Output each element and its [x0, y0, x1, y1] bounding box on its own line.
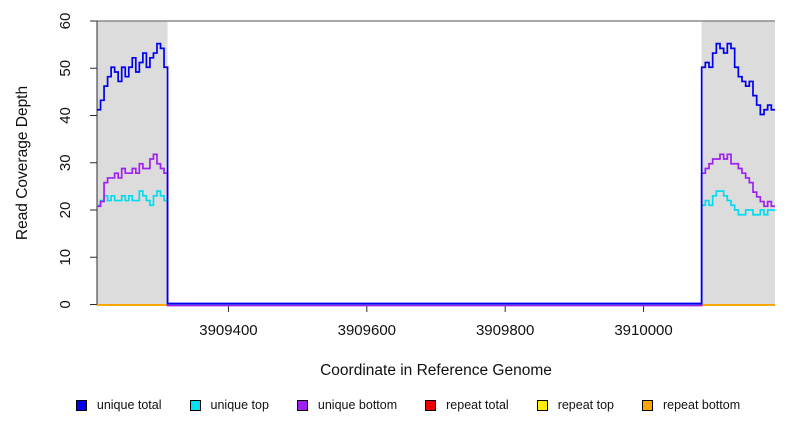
axes: 0 10 20 30 40 50 60 3909400 3909600 3909800 391000…	[57, 13, 775, 339]
legend-swatch-repeat-bottom	[641, 399, 653, 411]
legend-swatch-repeat-total	[425, 399, 437, 411]
series-line-unique-total	[97, 42, 775, 305]
legend-label: unique top	[210, 398, 269, 412]
legend-label: repeat total	[446, 398, 509, 412]
y-tick-label: 10	[57, 249, 74, 266]
x-tick-label: 3909800	[476, 322, 534, 339]
x-tick-label: 3909600	[338, 322, 396, 339]
x-tick-label: 3910000	[614, 322, 672, 339]
legend-item-repeat-bottom: repeat bottom	[641, 398, 741, 412]
y-tick-label: 20	[57, 202, 74, 219]
legend-label: unique bottom	[317, 398, 398, 412]
legend-label: repeat bottom	[662, 398, 741, 412]
y-tick-label: 0	[57, 300, 74, 308]
legend-swatch-unique-top	[189, 399, 201, 411]
x-tick-label: 3909400	[199, 322, 257, 339]
legend-item-unique-top: unique top	[189, 398, 269, 412]
legend-swatch-unique-total	[75, 399, 87, 411]
coverage-series-lines	[97, 42, 775, 307]
legend-label: repeat top	[557, 398, 614, 412]
legend-item-unique-total: unique total	[75, 398, 162, 412]
legend-item-repeat-total: repeat total	[425, 398, 509, 412]
legend: unique total unique top unique bottom repea…	[12, 393, 792, 417]
y-tick-label: 40	[57, 107, 74, 124]
repeat-region-shading	[97, 21, 775, 306]
y-axis-title: Read Coverage Depth	[14, 86, 31, 240]
series-line-unique-bottom	[97, 153, 775, 307]
legend-item-repeat-top: repeat top	[536, 398, 614, 412]
legend-label: unique total	[96, 398, 162, 412]
legend-item-unique-bottom: unique bottom	[296, 398, 398, 412]
y-tick-label: 60	[57, 13, 74, 30]
y-tick-label: 30	[57, 154, 74, 171]
legend-swatch-repeat-top	[536, 399, 548, 411]
y-tick-label: 50	[57, 60, 74, 77]
series-line-unique-top	[97, 190, 775, 306]
x-axis-title: Coordinate in Reference Genome	[320, 362, 552, 379]
legend-swatch-unique-bottom	[296, 399, 308, 411]
left-repeat-region	[97, 21, 168, 306]
